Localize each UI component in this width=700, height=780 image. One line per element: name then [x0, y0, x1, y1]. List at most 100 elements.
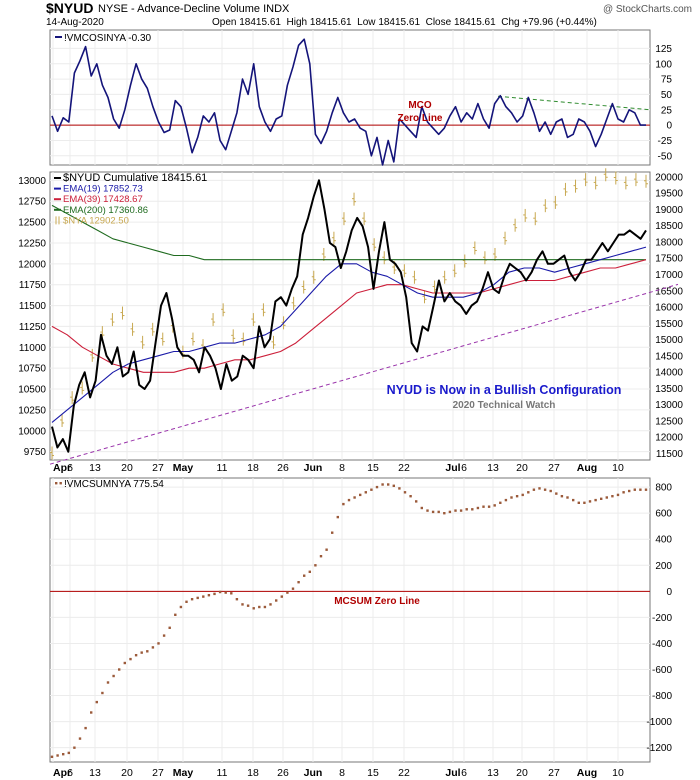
y-tick-label-left: 11000 [19, 343, 47, 354]
mcsum-point [482, 505, 485, 508]
y-tick-label-left: 12750 [18, 197, 46, 208]
mcsum-point [308, 570, 311, 573]
legend-label: !VMCOSINYA -0.30 [64, 33, 152, 44]
y-tick-label: 100 [655, 59, 672, 70]
mcsum-point [588, 500, 592, 503]
x-tick-label: 20 [121, 767, 133, 779]
legend-label-ema39: EMA(39) 17428.67 [63, 194, 143, 205]
mcsum-point [112, 674, 115, 678]
x-tick-label: 18 [247, 462, 259, 474]
nya-price-bar [442, 270, 447, 284]
mcsum-point [73, 746, 76, 749]
y-tick-label-left: 12000 [18, 259, 46, 270]
annotation-label: MCSUM Zero Line [334, 596, 420, 607]
y-tick-label: -1200 [646, 743, 672, 754]
x-tick-label: Aug [577, 767, 597, 779]
mcsum-point [336, 515, 339, 519]
mcsum-point [134, 654, 138, 657]
y-tick-label: -600 [652, 665, 672, 676]
mcsum-point [454, 509, 457, 512]
mcsum-point [213, 592, 216, 596]
nya-price-bar [513, 218, 518, 232]
mcsum-point [218, 590, 222, 594]
mcsum-point [207, 594, 211, 597]
nya-price-bar [251, 313, 256, 327]
mcsum-point [375, 485, 379, 489]
x-tick-label: 13 [487, 767, 499, 779]
x-tick-label: Jul [445, 767, 460, 779]
mcsum-point [628, 489, 631, 493]
mcsum-point [437, 510, 440, 514]
mcsum-point [572, 498, 575, 502]
high-value: 18415.61 [309, 17, 352, 28]
x-tick-label: 27 [152, 767, 164, 779]
x-tick-label: Apr [53, 462, 71, 474]
nya-price-bar [341, 212, 346, 226]
nya-price-bar [553, 195, 558, 209]
mcsum-point [297, 581, 300, 584]
nya-price-bar [492, 247, 497, 261]
mcsum-point [157, 642, 160, 645]
mco-series-line [51, 38, 646, 166]
mcsum-point [190, 598, 194, 601]
mcsum-point [403, 491, 407, 494]
x-tick-label: 15 [367, 767, 379, 779]
mcsum-point [101, 691, 104, 695]
y-tick-label-right: 19000 [655, 205, 683, 216]
x-tick-label: Jun [304, 767, 323, 779]
y-tick-label-left: 11250 [19, 322, 47, 333]
nya-price-bar [271, 335, 276, 349]
chg-value: +79.96 (+0.44%) [522, 17, 597, 28]
y-tick-label-right: 11500 [656, 449, 684, 460]
y-tick-label-left: 13000 [18, 176, 46, 187]
nya-price-bar [50, 446, 54, 460]
mcsum-point [510, 496, 513, 499]
y-tick-label-left: 11500 [19, 301, 47, 312]
y-tick-label: 400 [655, 535, 672, 546]
y-tick-label: -400 [652, 639, 672, 650]
nya-price-bar [583, 173, 588, 187]
nya-price-bar [120, 306, 125, 320]
mcsum-point [140, 651, 143, 654]
y-tick-label: 800 [655, 483, 672, 494]
mcsum-point [56, 754, 59, 757]
x-tick-label: Aug [577, 462, 597, 474]
mco-trend-line [497, 95, 651, 111]
mcsum-point [280, 595, 283, 598]
nya-price-bar [352, 192, 357, 206]
x-tick-label: 10 [612, 767, 624, 779]
nya-price-bar [60, 413, 65, 427]
mcsum-point [275, 599, 278, 602]
y-tick-label-right: 19500 [655, 189, 683, 200]
mcsum-point [594, 498, 597, 502]
x-tick-label: 22 [398, 767, 410, 779]
mcsum-point [521, 493, 524, 497]
nya-price-bar [211, 313, 216, 327]
x-tick-label: Apr [53, 767, 71, 779]
x-tick-label: 10 [612, 462, 624, 474]
nya-price-bar [422, 290, 427, 304]
y-tick-label-left: 12500 [18, 218, 46, 229]
mcsum-point [359, 493, 362, 497]
nya-price-bar [613, 171, 618, 185]
pane-frame [49, 171, 651, 461]
chart-description: NYSE - Advance-Decline Volume INDX [98, 3, 290, 15]
mcsum-point [129, 657, 132, 661]
mcsum-point [605, 496, 608, 499]
mcsum-point [62, 753, 65, 756]
y-tick-label-right: 17500 [655, 254, 683, 265]
x-tick-label: 6 [67, 767, 73, 779]
x-tick-label: May [173, 767, 194, 779]
nya-price-bar [110, 313, 115, 327]
x-tick-label: 20 [516, 767, 528, 779]
y-tick-label-right: 13000 [655, 400, 683, 411]
mcsum-point [286, 591, 289, 594]
mcsum-point [224, 591, 227, 594]
mcsum-point [493, 504, 496, 507]
mcsum-point [487, 505, 491, 508]
nya-price-bar [533, 212, 538, 226]
mcsum-point [644, 488, 648, 491]
open-label: Open [212, 17, 237, 28]
nya-price-bar [291, 296, 296, 310]
mcsum-point [78, 737, 82, 740]
